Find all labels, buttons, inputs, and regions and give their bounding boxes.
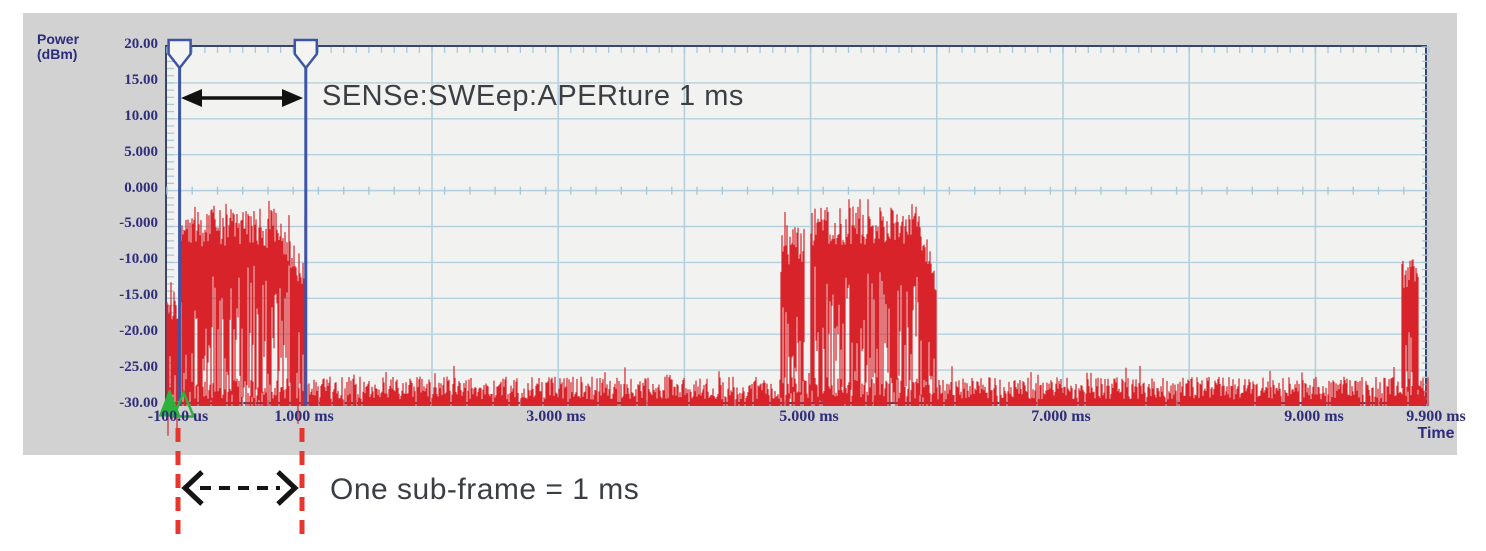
plot-area xyxy=(158,38,1430,436)
y-axis-title-line2: (dBm) xyxy=(37,46,78,62)
x-tick-label: 5.000 ms xyxy=(779,408,839,425)
x-tick-label: -100.0 us xyxy=(147,408,209,425)
y-tick-label: 20.00 xyxy=(124,36,158,52)
x-tick-label: 9.000 ms xyxy=(1284,408,1344,425)
subframe-annotation: One sub-frame = 1 ms xyxy=(330,473,640,506)
x-tick-label: 1.000 ms xyxy=(274,408,334,425)
trigger-marker-filled-icon[interactable] xyxy=(158,388,181,417)
aperture-arrow xyxy=(181,89,303,107)
x-tick-label: 3.000 ms xyxy=(526,408,586,425)
trigger-marker-outline-icon[interactable] xyxy=(171,389,196,418)
y-tick-label: -30.00 xyxy=(119,395,158,411)
x-axis-title: Time xyxy=(1417,425,1455,442)
y-tick-label: -15.00 xyxy=(119,287,158,303)
y-tick-label: 5.000 xyxy=(124,144,158,160)
dashed-arrowhead-left-icon xyxy=(181,470,204,506)
gate-flag-icon[interactable] xyxy=(293,38,319,71)
arrowhead-right-icon xyxy=(282,89,303,107)
subframe-markers xyxy=(175,428,305,534)
x-tick-label: 7.000 ms xyxy=(1031,408,1091,425)
y-axis-title: Power (dBm) xyxy=(37,32,107,62)
dashed-arrowhead-right-icon xyxy=(276,470,299,506)
gate-flag-icon[interactable] xyxy=(167,38,192,71)
y-tick-label: 15.00 xyxy=(124,72,158,88)
arrowhead-left-icon xyxy=(181,89,202,107)
x-tick-label: 9.900 ms xyxy=(1406,408,1466,425)
power-trace-chart xyxy=(158,38,1430,436)
y-tick-label: -10.00 xyxy=(119,251,158,267)
y-tick-label: -20.00 xyxy=(119,323,158,339)
y-tick-label: 10.00 xyxy=(124,108,158,124)
y-axis-title-line1: Power xyxy=(37,31,80,47)
y-tick-label: -25.00 xyxy=(119,359,158,375)
y-tick-label: 0.000 xyxy=(124,180,158,196)
aperture-annotation: SENSe:SWEep:APERture 1 ms xyxy=(322,80,744,112)
y-tick-label: -5.000 xyxy=(119,215,158,231)
